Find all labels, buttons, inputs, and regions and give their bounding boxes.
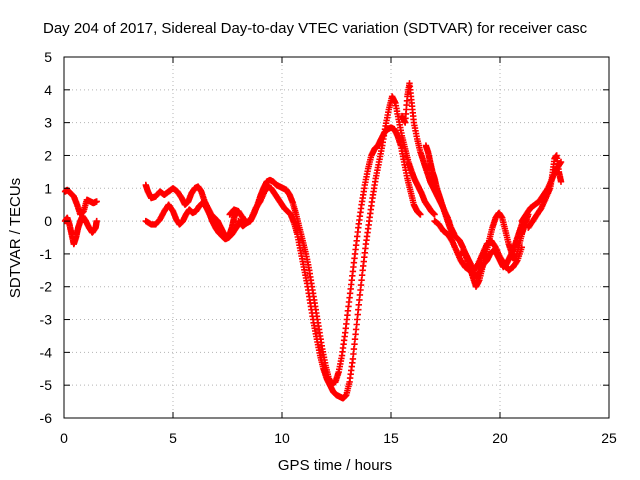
y-tick-label: -2: [40, 279, 53, 295]
x-tick-label: 5: [169, 430, 177, 446]
data-points: [226, 124, 424, 387]
series-track: [61, 186, 100, 218]
x-tick-label: 15: [383, 430, 399, 446]
series-track: [235, 93, 438, 402]
data-points: [61, 213, 100, 248]
chart-title: Day 204 of 2017, Sidereal Day-to-day VTE…: [43, 20, 588, 37]
data-points: [525, 152, 565, 231]
data-points: [235, 93, 438, 402]
series-track: [525, 152, 565, 231]
y-tick-label: -6: [40, 410, 53, 426]
x-tick-label: 25: [601, 430, 617, 446]
series-sdtvar: [61, 80, 565, 402]
y-tick-label: -5: [40, 377, 53, 393]
data-points: [142, 199, 249, 243]
series-track: [226, 124, 424, 387]
y-tick-label: 0: [44, 213, 52, 229]
series-track: [457, 217, 527, 281]
plot-grid: [64, 57, 609, 418]
y-axis-label: SDTVAR / TECUs: [7, 178, 24, 298]
x-axis-ticks: 0 5 10 15 20 25: [60, 57, 617, 446]
series-track: [61, 213, 100, 248]
data-points: [61, 186, 100, 218]
data-points: [457, 217, 527, 281]
x-tick-label: 20: [492, 430, 508, 446]
data-layer: [61, 80, 565, 402]
y-tick-label: 3: [44, 115, 52, 131]
series-track: [422, 142, 458, 238]
y-tick-label: -4: [40, 344, 53, 360]
y-axis-ticks: -6 -5 -4 -3 -2 -1 0 1 2 3 4 5: [40, 49, 609, 426]
x-tick-label: 10: [274, 430, 290, 446]
series-track: [142, 199, 249, 243]
plot-frame: [63, 56, 610, 419]
x-tick-label: 0: [60, 430, 68, 446]
y-tick-label: -3: [40, 312, 53, 328]
y-tick-label: 1: [44, 180, 52, 196]
x-axis-label: GPS time / hours: [278, 457, 392, 474]
y-tick-label: 5: [44, 49, 52, 65]
data-points: [422, 142, 458, 238]
y-tick-label: 2: [44, 147, 52, 163]
y-tick-label: 4: [44, 82, 52, 98]
y-tick-label: -1: [40, 246, 53, 262]
